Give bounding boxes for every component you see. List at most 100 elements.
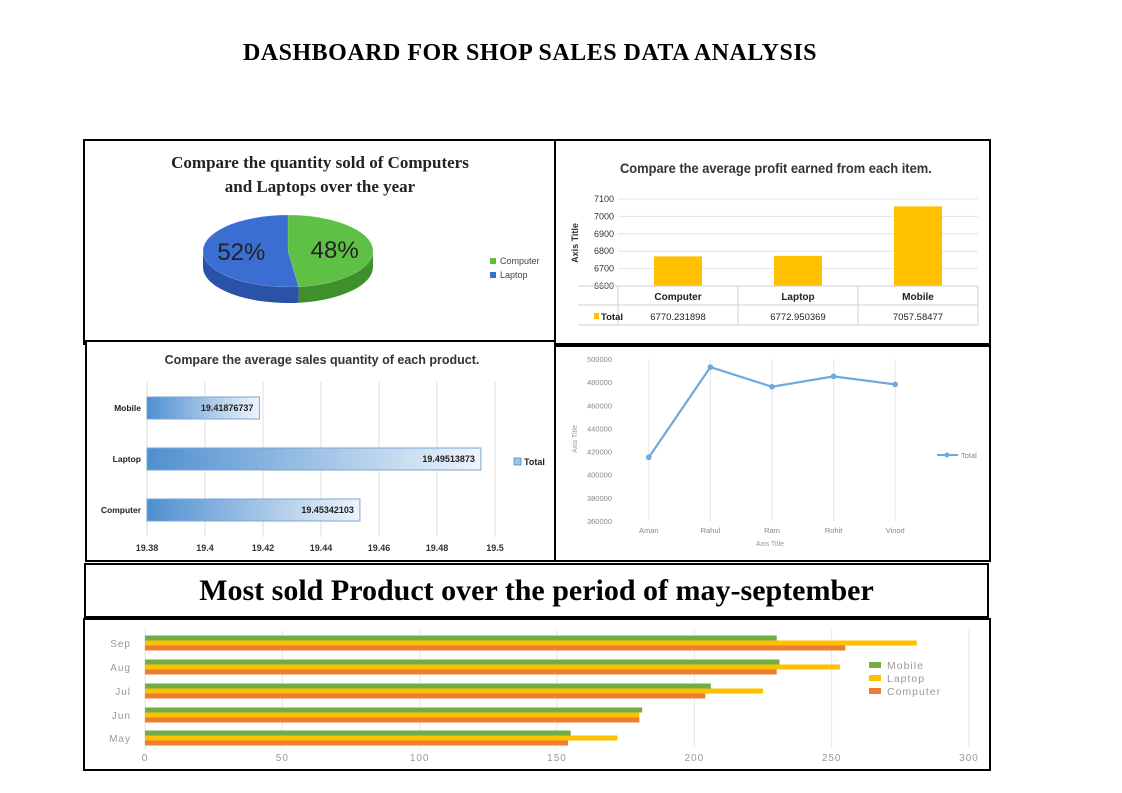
- avg-qty-bar-computer: [146, 498, 361, 522]
- pie-side-laptop: [203, 251, 299, 303]
- avg-qty-data-label: 19.45342103: [301, 505, 354, 515]
- line-y-tick: 400000: [587, 471, 612, 480]
- monthly-x-tick: 200: [684, 753, 704, 764]
- line-y-tick: 440000: [587, 424, 612, 433]
- avg-qty-x-tick: 19.5: [486, 543, 504, 553]
- monthly-category-label: Jun: [112, 711, 131, 722]
- legend-label-computer: Computer: [500, 256, 540, 266]
- monthly-bar-computer: [145, 740, 568, 746]
- profit-y-tick: 6900: [594, 229, 614, 239]
- avg-qty-category-label: Mobile: [114, 403, 141, 413]
- monthly-category-label: Jul: [115, 687, 131, 698]
- profit-legend-label: Total: [601, 312, 623, 323]
- pie-side-computer: [298, 251, 374, 303]
- section-banner: Most sold Product over the period of may…: [84, 563, 989, 618]
- avg-qty-data-label: 19.41876737: [201, 403, 254, 413]
- avg-qty-chart: Compare the average sales quantity of ea…: [101, 353, 545, 553]
- line-y-tick: 420000: [587, 448, 612, 457]
- sales-line-chart-panel: Axis Title Axis Title 500000 480000 460000…: [554, 345, 991, 562]
- profit-bar-laptop: [774, 255, 822, 286]
- profit-table-value: 7057.58477: [893, 312, 943, 323]
- monthly-bar-mobile: [145, 635, 777, 641]
- page-title: DASHBOARD FOR SHOP SALES DATA ANALYSIS: [242, 40, 818, 66]
- monthly-legend-swatch-mobile: [869, 662, 881, 668]
- monthly-bar-computer: [145, 693, 706, 699]
- monthly-category-label: Sep: [110, 639, 131, 650]
- profit-legend-swatch: [594, 313, 599, 319]
- line-point: [769, 383, 775, 390]
- monthly-x-tick: 150: [547, 753, 567, 764]
- monthly-category-label: Aug: [110, 663, 131, 674]
- line-legend-marker: [944, 452, 950, 458]
- line-legend-label: Total: [961, 451, 977, 460]
- legend-swatch-laptop: [490, 272, 496, 278]
- legend-label-laptop: Laptop: [500, 270, 528, 280]
- monthly-bar-laptop: [145, 688, 763, 694]
- monthly-bar-mobile: [145, 707, 643, 713]
- monthly-bar-mobile: [145, 659, 780, 665]
- line-y-tick: 480000: [587, 378, 612, 387]
- profit-chart: Compare the average profit earned from e…: [570, 161, 979, 326]
- monthly-bar-mobile: [145, 730, 571, 736]
- profit-category-label: Mobile: [902, 292, 934, 303]
- avg-qty-title: Compare the average sales quantity of ea…: [165, 353, 480, 367]
- monthly-x-tick: 100: [410, 753, 430, 764]
- profit-y-tick: 6700: [594, 264, 614, 274]
- monthly-bar-laptop: [145, 735, 618, 741]
- profit-y-tick: 7000: [594, 211, 614, 221]
- pie-label-laptop: 52%: [217, 239, 265, 266]
- avg-qty-x-tick: 19.44: [310, 543, 333, 553]
- line-x-tick: Ram: [764, 526, 780, 535]
- avg-qty-x-tick: 19.42: [252, 543, 275, 553]
- pie-slice-computer: [287, 214, 374, 287]
- line-y-tick: 460000: [587, 401, 612, 410]
- line-y-tick: 500000: [587, 355, 612, 364]
- profit-y-tick: 7100: [594, 194, 614, 204]
- sales-line-chart: Axis Title Axis Title 500000 480000 460000…: [572, 355, 977, 548]
- monthly-legend-label-laptop: Laptop: [887, 673, 925, 685]
- profit-chart-panel: Compare the average profit earned from e…: [554, 139, 991, 345]
- avg-qty-legend-swatch: [513, 457, 522, 466]
- avg-qty-x-tick: 19.4: [196, 543, 214, 553]
- monthly-legend-label-computer: Computer: [887, 686, 941, 698]
- line-y-axis-title: Axis Title: [572, 425, 579, 453]
- line-point: [830, 373, 837, 380]
- profit-category-label: Laptop: [781, 292, 814, 303]
- monthly-bar-laptop: [145, 640, 917, 646]
- profit-bar-computer: [654, 256, 702, 286]
- monthly-legend-swatch-computer: [869, 688, 881, 694]
- avg-qty-legend-label: Total: [524, 457, 545, 467]
- monthly-chart-panel: 0 50 100 150 200 250 300 Sep Aug Jul Jun May Mobile L…: [83, 618, 991, 771]
- legend-swatch-computer: [490, 258, 496, 264]
- profit-bar-mobile: [894, 206, 942, 286]
- avg-qty-category-label: Computer: [101, 505, 142, 515]
- pie-chart-panel: Compare the quantity sold of Computers a…: [83, 139, 556, 345]
- line-point: [707, 364, 714, 370]
- monthly-bar-computer: [145, 669, 777, 675]
- monthly-category-label: May: [109, 734, 131, 745]
- profit-category-label: Computer: [654, 292, 701, 303]
- pie-slice-laptop: [202, 214, 299, 288]
- avg-qty-bar-laptop: [146, 447, 482, 471]
- monthly-bar-computer: [145, 645, 846, 651]
- avg-qty-x-tick: 19.48: [426, 543, 449, 553]
- avg-qty-x-tick: 19.46: [368, 543, 391, 553]
- profit-table-value: 6770.231898: [650, 312, 705, 323]
- monthly-bar-mobile: [145, 683, 711, 689]
- profit-table-value: 6772.950369: [770, 312, 825, 323]
- pie-title-line2: and Laptops over the year: [225, 177, 416, 196]
- avg-qty-category-label: Laptop: [113, 454, 141, 464]
- monthly-legend-swatch-laptop: [869, 675, 881, 681]
- profit-y-tick: 6800: [594, 246, 614, 256]
- monthly-x-tick: 0: [142, 753, 149, 764]
- profit-y-axis-title: Axis Title: [570, 223, 580, 263]
- line-x-tick: Vinod: [886, 526, 905, 535]
- line-x-tick: Rohit: [825, 526, 843, 535]
- profit-title: Compare the average profit earned from e…: [620, 161, 932, 177]
- line-x-tick: Rahul: [701, 526, 721, 535]
- monthly-x-tick: 300: [959, 753, 979, 764]
- avg-qty-chart-panel: Compare the average sales quantity of ea…: [85, 340, 556, 562]
- pie-chart: Compare the quantity sold of Computers a…: [171, 153, 540, 303]
- monthly-chart: 0 50 100 150 200 250 300 Sep Aug Jul Jun May MobileL…: [109, 630, 979, 764]
- line-point: [646, 454, 652, 461]
